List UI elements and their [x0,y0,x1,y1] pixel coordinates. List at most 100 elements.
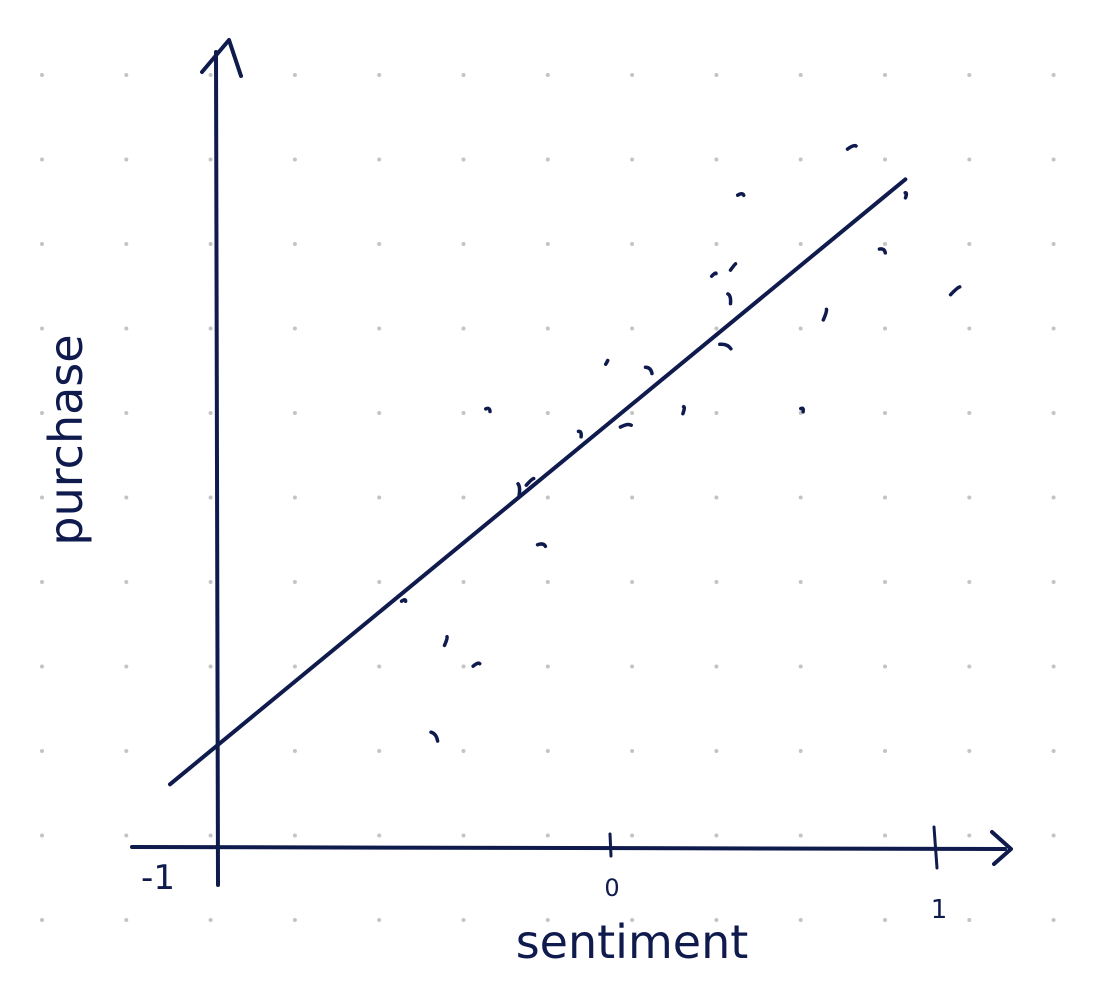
grid-dot [124,326,129,331]
grid-dot [377,411,382,415]
data-point [576,429,583,439]
grid-dot [461,918,466,922]
grid-dot [40,580,44,584]
grid-dot [798,833,803,838]
grid-dot [40,73,44,77]
grid-dot [545,326,550,331]
grid-dot [883,749,887,753]
grid-dot [377,73,382,77]
grid-dot [1051,495,1056,500]
grid-dot [545,495,550,500]
y-axis-label: purchase [39,334,93,545]
grid-dot [40,495,44,500]
grid-dot [461,495,466,500]
grid-dot [40,157,44,162]
grid-dot [883,833,887,838]
x-axis-label: sentiment [516,915,749,969]
grid-dot [461,749,466,753]
data-point [442,634,449,648]
grid-dot [1051,411,1056,415]
grid-dot [461,664,466,669]
grid-dot [461,157,466,162]
grid-dot [630,73,635,77]
grid-dot [630,749,635,753]
grid-dot [545,242,550,246]
y-axis-arrowhead [200,38,243,78]
y-axis [200,38,243,887]
grid-dot [40,242,44,246]
grid-dot [1051,749,1056,753]
grid-dot [1051,664,1056,669]
grid-dot [630,157,635,162]
grid-dot [798,495,803,500]
x-tick-label-neg1: -1 [141,858,175,898]
grid-dot [714,73,719,77]
grid-dot [967,326,972,331]
grid-dot [545,918,550,922]
grid-dot [124,73,129,77]
data-point [643,365,654,376]
grid-dot [124,242,129,246]
grid-dot [208,580,213,584]
data-point [399,597,408,603]
grid-dot [124,580,129,584]
grid-dot [630,833,635,838]
grid-dot [714,580,719,584]
grid-dot [545,833,550,838]
grid-dot [461,242,466,246]
x-tick-mark-0 [608,832,613,858]
grid-dot [545,157,550,162]
grid-dot [208,495,213,500]
data-point [799,406,806,414]
data-point [821,307,829,322]
grid-dot [377,242,382,246]
grid-dot [124,918,129,922]
grid-dot [883,157,887,162]
grid-dot [377,749,382,753]
trend-line [168,177,908,787]
x-axis-arrowhead [990,830,1013,866]
data-point [524,476,536,487]
data-point [535,542,548,549]
grid-dot [630,242,635,246]
grid-dot [377,495,382,500]
grid-dot [377,664,382,669]
grid-dot [967,833,972,838]
grid-dot [630,664,635,669]
grid-dot [798,73,803,77]
grid-dot [124,664,129,669]
grid-dot [630,580,635,584]
grid-dot [545,411,550,415]
grid-dot [292,833,297,838]
grid-dot [40,749,44,753]
grid-dot [714,833,719,838]
data-point [718,342,733,351]
grid-dot [40,664,44,669]
grid-dot [1051,918,1056,922]
grid-dot [292,242,297,246]
grid-dot [292,495,297,500]
grid-dot [798,242,803,246]
grid-dot [798,749,803,753]
data-point [484,406,492,414]
x-tick-mark-1 [932,825,939,870]
grid-dot [461,326,466,331]
grid-dot [714,495,719,500]
grid-dot [208,73,213,77]
grid-dot [883,73,887,77]
grid-dot [208,242,213,246]
grid-dot [1051,580,1056,584]
data-point [603,358,610,366]
data-points [399,143,962,743]
grid-dot [714,157,719,162]
x-tick-labels: -1 0 1 [141,858,947,925]
grid-dot [124,749,129,753]
grid-dot [377,918,382,922]
grid-dot [545,580,550,584]
grid-dot [292,73,297,77]
grid-dot [967,242,972,246]
grid-dot [545,73,550,77]
grid-dot [461,833,466,838]
grid-dot [630,411,635,415]
grid-dot [1051,326,1056,331]
